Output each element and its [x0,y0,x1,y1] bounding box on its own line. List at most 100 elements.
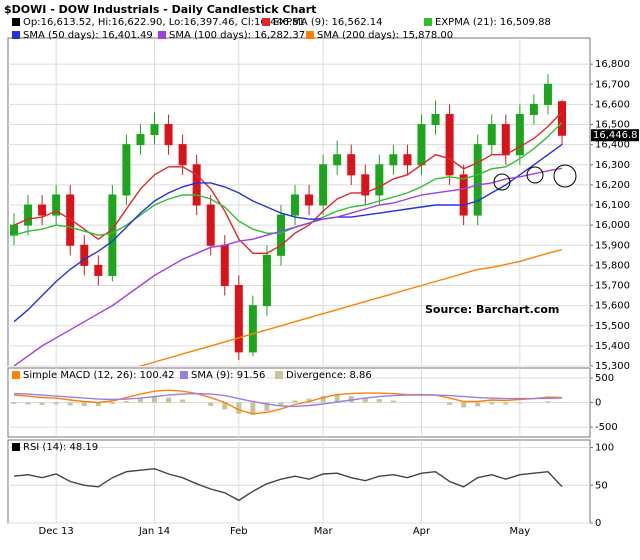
candle-body [347,154,356,176]
panel-marks [10,74,566,366]
candle-body [248,305,257,353]
divergence-bar [503,402,509,405]
y-tick-label: 15,500 [595,321,630,332]
legend-label: SMA (100 days): 16,282.37 [169,30,305,41]
x-tick-label: Mar [314,526,334,537]
y-tick-label: 16,500 [595,120,630,131]
y-tick-label: 16,000 [595,220,630,231]
divergence-bar [489,402,495,405]
candle-body [459,174,468,216]
divergence-bar [362,397,368,403]
candle-body [389,154,398,166]
divergence-bar [53,402,59,405]
panel-marks [11,389,565,415]
rsi-panel [7,439,591,524]
legend-swatch [180,371,188,379]
legend-label: RSI (14): 48.19 [23,442,98,453]
highlight-circle [526,166,544,184]
y-tick-label: 16,400 [595,140,630,151]
legend-label: Simple MACD (12, 26): 100.42 [23,370,175,381]
divergence-bar [67,402,73,406]
candle-body [375,164,384,196]
y-tick-label: 0 [595,518,601,529]
candle-body [150,124,159,136]
series-line [13,143,563,323]
divergence-bar [264,402,270,411]
y-tick-label: 50 [595,480,608,491]
series-line [13,122,563,236]
legend-label: Op:16,613.52, Hi:16,622.90, Lo:16,397.46… [23,17,305,28]
candle-body [543,83,552,105]
divergence-bar [320,396,326,403]
series-line [13,167,563,366]
chart-title: $DOWI - DOW Industrials - Daily Candlest… [4,3,316,16]
series-line [137,249,563,366]
y-tick-label: 16,700 [595,79,630,90]
candle-body [319,164,328,206]
candle-body [276,214,285,256]
divergence-bar [152,397,158,403]
divergence-bar [25,402,31,405]
divergence-bar [137,398,143,403]
divergence-bar [109,402,115,404]
divergence-bar [180,399,186,403]
candle-body [305,194,314,206]
y-tick-label: 15,800 [595,260,630,271]
legend-swatch [12,443,20,451]
divergence-bar [166,397,172,403]
y-tick-label: 100 [595,443,614,454]
divergence-bar [95,402,101,406]
divergence-bar [222,402,228,410]
candle-body [361,174,370,196]
candle-body [38,204,47,216]
source-note: Source: Barchart.com [425,303,559,316]
candle-body [220,244,229,287]
divergence-bar [334,395,340,403]
divergence-bar [39,402,45,405]
divergence-bar [278,402,284,406]
candle-body [80,244,89,266]
y-tick-label: 16,600 [595,99,630,110]
divergence-bar [376,399,382,403]
candle-body [403,154,412,166]
legend-label: SMA (9): 91.56 [191,370,265,381]
y-tick-label: 15,600 [595,301,630,312]
last-price-label: 16,446.81 [593,130,640,141]
divergence-bar [461,402,467,408]
legend-swatch [158,31,166,39]
y-tick-label: 16,800 [595,59,630,70]
y-tick-label: 500 [595,373,614,384]
plot-layer: 15,300 15,400 15,500 15,600 15,700 15,800 15,9… [8,17,640,537]
candle-body [122,144,131,196]
series-line [13,467,563,502]
y-tick-label: 16,300 [595,160,630,171]
legend-swatch [262,18,270,26]
y-tick-label: 15,700 [595,281,630,292]
candle-body [136,134,145,146]
candle-body [10,224,18,236]
x-tick-label: Apr [413,526,431,537]
y-tick-label: 0 [595,398,601,409]
candle-body [94,264,103,276]
candle-body [24,204,33,226]
x-tick-label: May [510,526,531,537]
y-tick-label: 15,900 [595,240,630,251]
candle-body [108,194,117,276]
highlight-circle [553,164,577,188]
y-tick-label: 15,400 [595,341,630,352]
candle-body [333,154,342,166]
legend-label: Divergence: 8.86 [286,370,372,381]
candle-body [487,124,496,146]
candle-body [234,285,243,353]
y-tick-label: 16,200 [595,180,630,191]
legend-swatch [275,371,283,379]
divergence-bar [475,402,481,407]
y-tick-label: -500 [595,422,618,433]
series-line [13,392,563,408]
divergence-bar [11,402,17,404]
candle-body [52,194,61,216]
legend-swatch [424,18,432,26]
divergence-bar [236,402,242,414]
candle-body [417,124,426,166]
